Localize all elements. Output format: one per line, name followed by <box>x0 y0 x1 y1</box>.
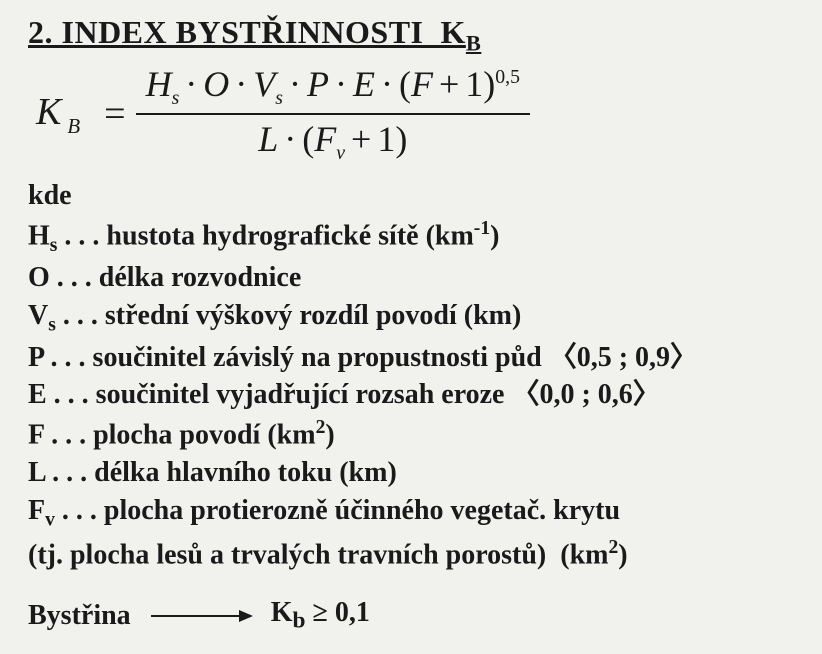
section-title: 2. INDEX BYSTŘINNOSTI KB <box>28 14 794 56</box>
page: 2. INDEX BYSTŘINNOSTI KB KB = Hs·O·Vs·P·… <box>0 0 822 645</box>
def-line: P . . . součinitel závislý na propustnos… <box>28 340 794 376</box>
result-label: Bystřina <box>28 600 131 632</box>
formula-numerator: Hs·O·Vs·P·E·(F+1)0,5 <box>136 62 530 111</box>
def-line: Fv . . . plocha protierozně účinného veg… <box>28 493 794 533</box>
title-symbol: KB <box>440 14 481 50</box>
definitions: kde Hs . . . hustota hydrografické sítě … <box>28 178 794 573</box>
formula-denominator: L·(Fv+1) <box>248 117 417 166</box>
main-formula: KB = Hs·O·Vs·P·E·(F+1)0,5 L·(Fv+1) <box>36 62 794 166</box>
result-condition: Kb ≥ 0,1 <box>271 597 370 635</box>
def-line: L . . . délka hlavního toku (km) <box>28 455 794 491</box>
def-line: (tj. plocha lesů a trvalých travních por… <box>28 535 794 573</box>
title-number: 2. <box>28 14 53 50</box>
def-line: E . . . součinitel vyjadřující rozsah er… <box>28 377 794 413</box>
formula-lhs: KB <box>36 90 80 139</box>
where-label: kde <box>28 178 794 214</box>
def-line: Hs . . . hustota hydrografické sítě (km-… <box>28 216 794 258</box>
title-text: INDEX BYSTŘINNOSTI <box>62 14 424 50</box>
arrow-icon <box>151 615 251 617</box>
def-line: Vs . . . střední výškový rozdíl povodí (… <box>28 298 794 338</box>
fraction-bar <box>136 113 530 115</box>
formula-fraction: Hs·O·Vs·P·E·(F+1)0,5 L·(Fv+1) <box>136 62 530 166</box>
def-line: O . . . délka rozvodnice <box>28 260 794 296</box>
result-row: Bystřina Kb ≥ 0,1 <box>28 597 794 635</box>
def-line: F . . . plocha povodí (km2) <box>28 415 794 453</box>
equals-sign: = <box>104 92 125 136</box>
